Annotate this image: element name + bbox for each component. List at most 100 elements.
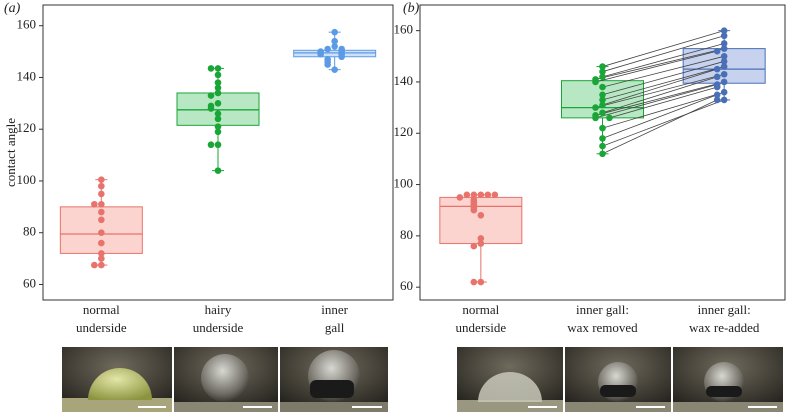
data-point	[98, 216, 105, 224]
data-point	[477, 240, 485, 247]
pair-line	[602, 99, 725, 147]
x-tick-label: underside	[193, 320, 244, 335]
y-tick-label: 80	[400, 227, 413, 242]
data-point	[491, 191, 499, 199]
data-point	[599, 83, 606, 91]
y-tick-label: 100	[394, 176, 414, 191]
data-point	[599, 91, 606, 99]
x-tick-label: underside	[456, 320, 507, 335]
data-point	[477, 235, 485, 242]
data-point	[713, 47, 721, 55]
x-tick-label: gall	[325, 320, 345, 335]
y-tick-label: 60	[400, 278, 413, 293]
data-point	[720, 32, 728, 40]
pair-line	[602, 43, 725, 78]
data-point	[98, 229, 105, 237]
y-tick-label: 160	[394, 22, 414, 37]
data-point	[713, 83, 721, 91]
photo	[673, 347, 783, 412]
data-point	[720, 58, 728, 65]
x-tick-label: underside	[76, 320, 127, 335]
data-point	[713, 65, 721, 73]
plot-frame	[419, 4, 786, 301]
data-point	[470, 242, 478, 250]
y-tick-label: 160	[17, 17, 37, 32]
data-point	[720, 63, 728, 70]
data-point	[98, 190, 105, 198]
pair-line	[595, 84, 718, 119]
data-point	[331, 66, 338, 73]
data-point	[470, 206, 478, 214]
data-point	[214, 115, 222, 123]
x-tick-label: inner gall:	[698, 302, 751, 317]
data-point	[484, 191, 492, 199]
data-point	[98, 182, 105, 190]
x-tick-label: hairy	[205, 302, 232, 317]
data-point	[214, 100, 222, 107]
y-tick-label: 120	[394, 124, 414, 139]
y-axis-label: contact angle	[3, 118, 18, 187]
data-point	[470, 278, 478, 286]
data-point	[331, 43, 338, 50]
data-point	[214, 141, 222, 149]
data-point	[599, 150, 606, 158]
data-point	[720, 96, 728, 104]
y-tick-label: 140	[17, 68, 37, 83]
data-point	[599, 124, 606, 132]
photo	[280, 347, 388, 412]
pair-line	[595, 73, 725, 108]
x-tick-label: inner gall:	[576, 302, 629, 317]
data-point	[324, 61, 331, 68]
data-point	[214, 128, 222, 136]
pair-line	[602, 68, 718, 106]
data-point	[98, 255, 105, 262]
pair-line	[602, 61, 725, 96]
data-point	[463, 191, 471, 199]
x-tick-label: normal	[83, 302, 120, 317]
data-point	[98, 200, 105, 208]
x-tick-label: wax re-added	[689, 320, 760, 335]
pair-line	[602, 91, 725, 129]
data-point	[91, 261, 98, 269]
y-tick-label: 80	[23, 224, 36, 239]
panel-label: (b)	[403, 1, 420, 16]
data-point	[592, 78, 599, 86]
data-point	[599, 73, 606, 81]
pair-line	[602, 55, 725, 88]
data-point	[477, 278, 485, 286]
data-point	[599, 142, 606, 150]
data-point	[470, 191, 478, 199]
data-point	[599, 101, 606, 109]
data-point	[713, 96, 721, 104]
y-tick-label: 120	[17, 120, 37, 135]
data-point	[98, 239, 105, 247]
data-point	[720, 27, 728, 34]
x-tick-label: inner	[321, 302, 348, 317]
data-point	[720, 78, 728, 86]
pair-line	[602, 66, 725, 101]
data-point	[599, 68, 606, 75]
pair-line	[595, 50, 718, 83]
pair-line	[595, 81, 725, 116]
data-point	[477, 191, 485, 199]
data-point	[720, 88, 728, 96]
pair-line	[602, 76, 718, 114]
data-point	[214, 79, 222, 86]
data-point	[606, 114, 613, 122]
data-point	[599, 109, 606, 117]
data-point	[207, 105, 215, 112]
data-point	[317, 50, 324, 58]
pair-line	[609, 86, 718, 119]
photo	[565, 347, 671, 412]
data-point	[720, 53, 728, 60]
y-tick-label: 60	[23, 275, 36, 290]
photo	[457, 347, 563, 412]
pair-line	[602, 35, 725, 73]
data-point	[592, 114, 599, 122]
data-point	[592, 104, 599, 111]
data-point	[207, 65, 215, 72]
plot-frame	[42, 4, 394, 301]
data-point	[331, 37, 338, 45]
data-point	[214, 110, 222, 117]
